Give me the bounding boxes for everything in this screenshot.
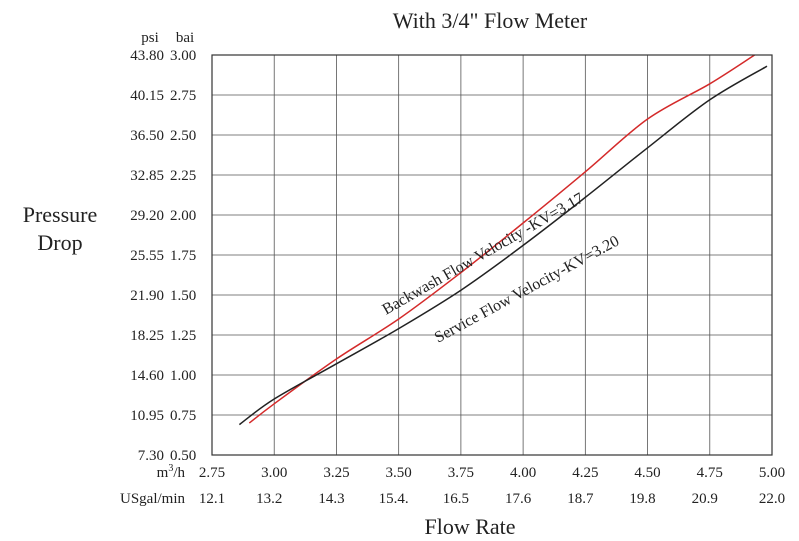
y-tick-label-bar: 2.25 [170, 168, 196, 184]
y-tick-label-bar: 0.50 [170, 448, 196, 464]
series-lines [238, 54, 768, 426]
x-tick-label-usgal: 13.2 [256, 491, 282, 507]
x-tick-label-m3h: 4.00 [510, 465, 536, 481]
y-tick-label-psi: 36.50 [130, 128, 164, 144]
x-tick-label-m3h: 4.25 [572, 465, 598, 481]
y-tick-label-psi: 14.60 [130, 368, 164, 384]
y-tick-label-psi: 40.15 [130, 88, 164, 104]
x-tick-label-usgal: 20.9 [692, 491, 718, 507]
y-axis-label-line-1: Pressure [23, 202, 98, 227]
x-tick-label-usgal: 18.7 [567, 491, 594, 507]
y-tick-label-psi: 29.20 [130, 208, 164, 224]
y-tick-label-bar: 1.00 [170, 368, 196, 384]
y-tick-label-psi: 18.25 [130, 328, 164, 344]
m3h-unit-label: m3/h [157, 463, 186, 481]
y-tick-label-bar: 2.50 [170, 128, 196, 144]
psi-unit-label: psi [141, 30, 159, 46]
x-tick-label-m3h: 2.75 [199, 465, 225, 481]
x-axis-label: Flow Rate [424, 514, 515, 539]
x-tick-label-m3h: 4.75 [697, 465, 723, 481]
y-tick-label-psi: 10.95 [130, 408, 164, 424]
y-tick-label-bar: 2.00 [170, 208, 196, 224]
x-tick-label-m3h: 4.50 [634, 465, 660, 481]
y-tick-label-psi: 43.80 [130, 48, 164, 64]
x-tick-label-usgal: 15.4. [379, 491, 409, 507]
y-tick-label-psi: 32.85 [130, 168, 164, 184]
x-tick-label-m3h: 5.00 [759, 465, 785, 481]
y-tick-label-bar: 1.25 [170, 328, 196, 344]
y-tick-label-psi: 25.55 [130, 248, 164, 264]
y-tick-labels: 43.80 3.00 40.15 2.75 36.50 2.50 32.85 2.25 29.2… [130, 48, 196, 464]
x-tick-label-m3h: 3.00 [261, 465, 287, 481]
x-tick-label-m3h: 3.75 [448, 465, 474, 481]
x-tick-label-usgal: 16.5 [443, 491, 469, 507]
y-tick-label-bar: 3.00 [170, 48, 196, 64]
y-tick-label-bar: 2.75 [170, 88, 196, 104]
service-series-label: Service Flow Velocity-KV=3.20 [432, 233, 622, 347]
chart-title: With 3/4" Flow Meter [393, 8, 588, 33]
usgal-unit-label: USgal/min [120, 491, 186, 507]
x-tick-label-usgal: 22.0 [759, 491, 785, 507]
y-tick-label-bar: 0.75 [170, 408, 196, 424]
plot-frame [211, 54, 773, 456]
y-tick-label-bar: 1.75 [170, 248, 196, 264]
y-tick-label-psi: 7.30 [138, 448, 164, 464]
bar-unit-label: bai [176, 30, 194, 46]
y-tick-label-bar: 1.50 [170, 288, 196, 304]
x-tick-label-usgal: 17.6 [505, 491, 532, 507]
x-tick-labels: 2.75 12.1 3.00 13.2 3.25 14.3 3.50 15.4. 3.75 16.… [199, 465, 785, 507]
x-tick-label-m3h: 3.25 [323, 465, 349, 481]
x-tick-label-usgal: 14.3 [318, 491, 344, 507]
y-tick-label-psi: 21.90 [130, 288, 164, 304]
service-series-line [238, 65, 768, 426]
x-tick-label-usgal: 12.1 [199, 491, 225, 507]
x-tick-label-m3h: 3.50 [386, 465, 412, 481]
backwash-series-label: Backwash Flow Velocity -KV=3.17 [380, 190, 587, 319]
x-tick-label-usgal: 19.8 [629, 491, 655, 507]
y-axis-label-line-2: Drop [37, 230, 82, 255]
